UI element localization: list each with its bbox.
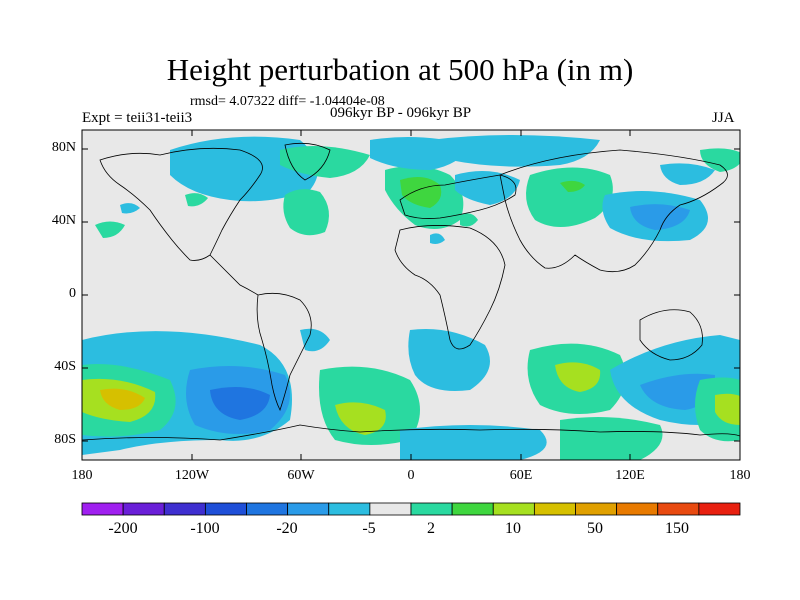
colorbar-swatch xyxy=(163,502,206,516)
contour-blue-scandinavia xyxy=(455,171,520,205)
map-title: Height perturbation at 500 hPa (in m) xyxy=(166,52,634,87)
colorbar-swatch xyxy=(616,502,659,516)
contour-orange-spacific xyxy=(100,388,145,410)
colorbar-label: -5 xyxy=(362,520,376,537)
colorbar-label: 2 xyxy=(427,520,435,537)
y-tick-label: 40S xyxy=(54,359,76,374)
coastline-australia xyxy=(639,309,703,361)
y-tick-label: 0 xyxy=(69,286,76,301)
colorbar-swatch xyxy=(122,502,165,516)
contour-blue-nam-small xyxy=(120,203,140,214)
contour-blue-npacific xyxy=(660,163,715,185)
colorbar-swatch xyxy=(575,502,618,516)
contour-blue-pacific-inner xyxy=(630,204,690,230)
x-tick-label: 180 xyxy=(71,468,93,483)
coastlines xyxy=(82,142,740,441)
coastline-antarctica xyxy=(82,424,740,441)
season-label: JJA xyxy=(712,110,735,126)
coastline-south-america xyxy=(256,292,312,412)
colorbar-swatch xyxy=(451,502,494,516)
coastline-asia xyxy=(499,149,728,273)
colorbar-swatch xyxy=(369,502,412,516)
contour-yellow-sindian xyxy=(555,362,601,392)
contour-green-europe-inner xyxy=(400,176,442,208)
colorbar-swatch xyxy=(657,502,700,516)
coastline-greenland xyxy=(284,142,331,181)
contour-fields xyxy=(82,135,740,460)
contour-blue-sa-coast xyxy=(300,328,330,352)
x-tick-label: 60W xyxy=(287,468,315,483)
stats-label: rmsd= 4.07322 diff= -1.04404e-08 xyxy=(190,94,385,109)
colorbar-swatch xyxy=(81,502,124,516)
contour-green-antarctic-east xyxy=(560,416,663,460)
x-tick-label: 120W xyxy=(174,468,210,483)
colorbar-label: 50 xyxy=(587,520,603,537)
contour-green-asia-inner xyxy=(560,180,585,192)
contour-yellow-spacific-east xyxy=(715,393,740,425)
colorbar-swatch xyxy=(204,502,247,516)
contour-yellow-satlantic xyxy=(335,402,386,435)
coastline-north-america xyxy=(99,147,263,261)
contour-blue-spacific-core xyxy=(210,386,270,420)
colorbar-swatch xyxy=(287,502,330,516)
y-tick-label: 80N xyxy=(51,140,76,155)
x-tick-label: 60E xyxy=(509,468,533,483)
x-tick-label: 0 xyxy=(407,468,415,483)
colorbar xyxy=(81,502,741,516)
colorbar-label: 10 xyxy=(505,520,521,537)
y-tick-label: 40N xyxy=(51,213,76,228)
x-tick-label: 120E xyxy=(615,468,645,483)
colorbar-swatch xyxy=(533,502,576,516)
x-tick-label: 180 xyxy=(729,468,751,483)
experiment-label: Expt = teii31-teii3 xyxy=(82,110,193,126)
coastline-europe xyxy=(399,174,517,219)
colorbar-swatch xyxy=(246,502,289,516)
contour-green-npacific-west xyxy=(95,221,125,238)
colorbar-label: -100 xyxy=(190,520,220,537)
colorbar-swatch xyxy=(492,502,535,516)
coastline-central-america xyxy=(209,254,259,296)
contour-green-asia xyxy=(526,167,613,228)
contour-blue-atl-small xyxy=(430,233,445,244)
contour-blue-siberia xyxy=(430,135,600,167)
colorbar-swatch xyxy=(698,502,741,516)
contour-green-arctic-east xyxy=(700,148,740,172)
colorbar-label: 150 xyxy=(665,520,689,537)
contour-blue-antarctic xyxy=(400,425,547,460)
contour-blue-south-africa xyxy=(408,329,490,391)
colorbar-label: -20 xyxy=(276,520,298,537)
contour-green-africa-small xyxy=(460,213,478,227)
y-tick-label: 80S xyxy=(54,432,76,447)
colorbar-label: -200 xyxy=(108,520,138,537)
contour-green-nam xyxy=(185,193,208,207)
tick-marks xyxy=(81,130,741,460)
period-label: 096kyr BP - 096kyr BP xyxy=(330,105,472,121)
colorbar-swatch xyxy=(328,502,371,516)
coastline-africa xyxy=(394,225,506,350)
colorbar-swatch xyxy=(410,502,453,516)
contour-green-atlantic xyxy=(283,189,329,236)
